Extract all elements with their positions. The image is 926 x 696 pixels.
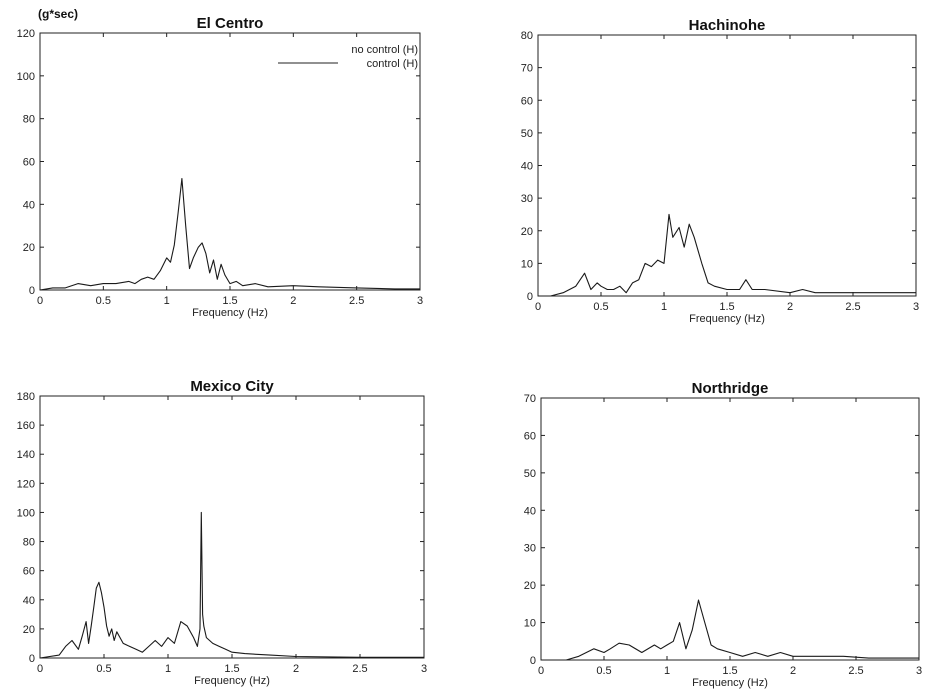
y-tick-label-el-centro-5: 100 bbox=[17, 71, 35, 83]
y-tick-label-mexico-city-6: 120 bbox=[17, 478, 35, 490]
y-tick-label-el-centro-6: 120 bbox=[17, 28, 35, 40]
x-tick-label-el-centro-6: 3 bbox=[417, 295, 423, 307]
series-line-hachinohe-0 bbox=[538, 213, 916, 297]
y-tick-label-hachinohe-8: 80 bbox=[521, 30, 533, 42]
x-tick-label-northridge-5: 2.5 bbox=[848, 665, 863, 677]
y-tick-label-hachinohe-1: 10 bbox=[521, 258, 533, 270]
y-tick-label-mexico-city-0: 0 bbox=[29, 653, 35, 665]
x-tick-label-northridge-1: 0.5 bbox=[596, 665, 611, 677]
y-tick-label-mexico-city-4: 80 bbox=[23, 537, 35, 549]
chart-title-el-centro: El Centro bbox=[197, 15, 264, 32]
y-tick-label-northridge-0: 0 bbox=[530, 655, 536, 667]
plot-frame-mexico-city bbox=[39, 395, 425, 659]
x-tick-label-mexico-city-4: 2 bbox=[293, 663, 299, 675]
y-tick-label-mexico-city-5: 100 bbox=[17, 507, 35, 519]
y-tick-label-mexico-city-7: 140 bbox=[17, 449, 35, 461]
x-tick-label-northridge-6: 3 bbox=[916, 665, 922, 677]
x-tick-label-northridge-4: 2 bbox=[790, 665, 796, 677]
y-tick-label-hachinohe-2: 20 bbox=[521, 226, 533, 238]
y-tick-label-northridge-5: 50 bbox=[524, 468, 536, 480]
y-tick-label-mexico-city-1: 20 bbox=[23, 624, 35, 636]
x-tick-label-mexico-city-2: 1 bbox=[165, 663, 171, 675]
x-tick-label-el-centro-4: 2 bbox=[290, 295, 296, 307]
plot-frame-el-centro bbox=[39, 32, 421, 291]
y-tick-label-el-centro-2: 40 bbox=[23, 199, 35, 211]
y-unit-label: (g*sec) bbox=[38, 7, 78, 21]
legend-entry-control-h: control (H) bbox=[367, 58, 418, 70]
chart-title-northridge: Northridge bbox=[692, 380, 769, 397]
y-tick-label-northridge-4: 40 bbox=[524, 505, 536, 517]
y-tick-label-el-centro-3: 60 bbox=[23, 157, 35, 169]
series-line-northridge-0 bbox=[541, 599, 919, 661]
series-line-mexico-city-0 bbox=[39, 511, 424, 659]
panel-northridge: Northridge 0 10 20 30 40 50 60 70 0 0.5 1 1.5 2 2.5 3 Fr… bbox=[524, 380, 922, 689]
y-tick-label-mexico-city-8: 160 bbox=[17, 420, 35, 432]
y-tick-label-el-centro-0: 0 bbox=[29, 285, 35, 297]
y-tick-label-northridge-2: 20 bbox=[524, 580, 536, 592]
panel-el-centro: El Centro 0 20 40 60 80 100 120 0 0.5 1 1.5 2 2.5 3 Fre… bbox=[17, 15, 423, 319]
series-line-el-centro-control-h bbox=[39, 178, 420, 291]
chart-title-mexico-city: Mexico City bbox=[190, 378, 274, 395]
x-tick-label-mexico-city-1: 0.5 bbox=[96, 663, 111, 675]
y-tick-label-hachinohe-4: 40 bbox=[521, 161, 533, 173]
x-tick-label-hachinohe-5: 2.5 bbox=[845, 301, 860, 313]
y-tick-label-el-centro-1: 20 bbox=[23, 242, 35, 254]
x-tick-label-el-centro-5: 2.5 bbox=[349, 295, 364, 307]
y-tick-label-hachinohe-7: 70 bbox=[521, 63, 533, 75]
x-tick-label-northridge-3: 1.5 bbox=[722, 665, 737, 677]
x-tick-label-mexico-city-3: 1.5 bbox=[224, 663, 239, 675]
x-axis-label-northridge: Frequency (Hz) bbox=[692, 677, 768, 689]
x-tick-label-mexico-city-0: 0 bbox=[37, 663, 43, 675]
y-tick-label-mexico-city-3: 60 bbox=[23, 566, 35, 578]
x-tick-label-el-centro-0: 0 bbox=[37, 295, 43, 307]
y-tick-label-hachinohe-3: 30 bbox=[521, 193, 533, 205]
x-tick-label-el-centro-2: 1 bbox=[164, 295, 170, 307]
x-tick-label-hachinohe-1: 0.5 bbox=[593, 301, 608, 313]
x-tick-label-hachinohe-0: 0 bbox=[535, 301, 541, 313]
y-tick-label-northridge-3: 30 bbox=[524, 543, 536, 555]
x-axis-label-hachinohe: Frequency (Hz) bbox=[689, 313, 765, 325]
y-tick-label-northridge-1: 10 bbox=[524, 618, 536, 630]
y-tick-label-northridge-6: 60 bbox=[524, 430, 536, 442]
y-tick-label-mexico-city-9: 180 bbox=[17, 391, 35, 403]
x-axis-label-mexico-city: Frequency (Hz) bbox=[194, 675, 270, 687]
legend-entry-no-control-h: no control (H) bbox=[351, 44, 418, 56]
y-tick-label-mexico-city-2: 40 bbox=[23, 595, 35, 607]
x-tick-label-mexico-city-6: 3 bbox=[421, 663, 427, 675]
plot-frame-northridge bbox=[540, 397, 920, 661]
y-tick-label-el-centro-4: 80 bbox=[23, 114, 35, 126]
panel-hachinohe: Hachinohe 0 10 20 30 40 50 60 70 80 0 0.5 1 1.5 2 2.5 3 F… bbox=[521, 17, 919, 325]
x-tick-label-hachinohe-2: 1 bbox=[661, 301, 667, 313]
chart-title-hachinohe: Hachinohe bbox=[689, 17, 766, 34]
plot-frame-hachinohe bbox=[537, 34, 917, 297]
x-tick-label-hachinohe-6: 3 bbox=[913, 301, 919, 313]
x-tick-label-hachinohe-4: 2 bbox=[787, 301, 793, 313]
y-tick-label-hachinohe-5: 50 bbox=[521, 128, 533, 140]
y-tick-label-hachinohe-0: 0 bbox=[527, 291, 533, 303]
x-tick-label-northridge-0: 0 bbox=[538, 665, 544, 677]
y-tick-label-hachinohe-6: 60 bbox=[521, 95, 533, 107]
x-tick-label-el-centro-1: 0.5 bbox=[96, 295, 111, 307]
x-tick-label-mexico-city-5: 2.5 bbox=[352, 663, 367, 675]
x-tick-label-hachinohe-3: 1.5 bbox=[719, 301, 734, 313]
x-axis-label-el-centro: Frequency (Hz) bbox=[192, 307, 268, 319]
x-tick-label-el-centro-3: 1.5 bbox=[222, 295, 237, 307]
x-tick-label-northridge-2: 1 bbox=[664, 665, 670, 677]
panel-mexico-city: Mexico City 0 20 40 60 80 100 120 140 160 180 0 0.5 1… bbox=[17, 378, 427, 687]
y-tick-label-northridge-7: 70 bbox=[524, 393, 536, 405]
